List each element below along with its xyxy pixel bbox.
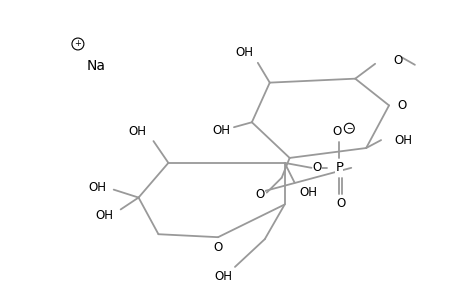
Text: OH: OH: [213, 270, 231, 283]
Text: OH: OH: [128, 125, 146, 138]
Text: OH: OH: [235, 46, 253, 59]
Text: OH: OH: [393, 134, 411, 147]
Text: O: O: [336, 197, 345, 210]
Text: O: O: [332, 125, 341, 138]
Text: O: O: [392, 54, 401, 67]
Text: O: O: [312, 161, 321, 174]
Text: OH: OH: [89, 181, 106, 194]
Text: +: +: [74, 40, 81, 49]
Text: Na: Na: [86, 59, 105, 73]
Text: P: P: [335, 161, 342, 174]
Text: O: O: [396, 99, 405, 112]
Text: OH: OH: [212, 124, 230, 137]
Text: O: O: [213, 241, 222, 254]
Text: OH: OH: [95, 209, 113, 222]
Text: OH: OH: [299, 186, 317, 199]
Text: O: O: [255, 188, 264, 201]
Text: −: −: [345, 124, 352, 133]
